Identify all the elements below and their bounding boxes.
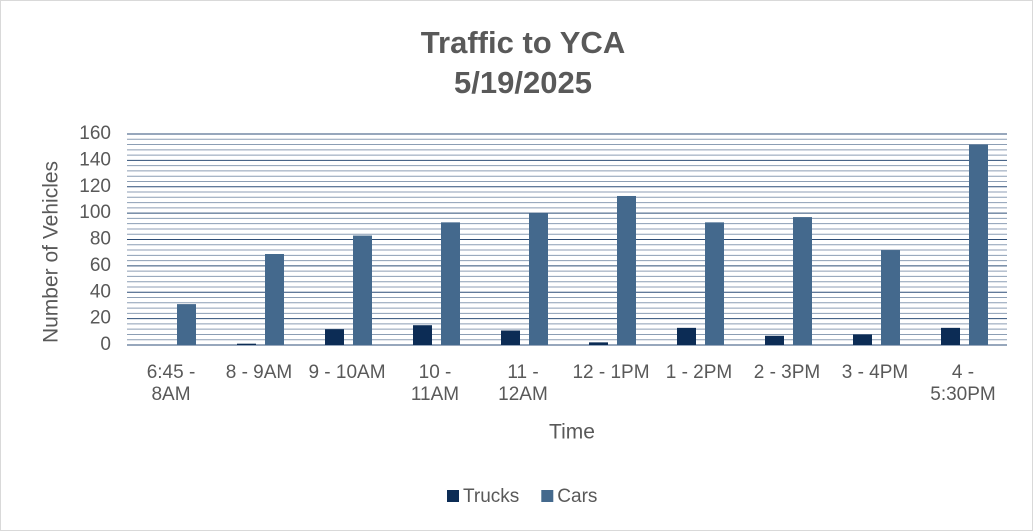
x-tick-label: 12 - 1PM: [572, 362, 650, 383]
bar: [617, 195, 636, 345]
bar: [353, 235, 372, 345]
bar: [765, 335, 784, 345]
x-tick-label: 1 - 2PM: [665, 362, 733, 383]
x-axis-label: Time: [549, 421, 595, 444]
chart-title: Traffic to YCA: [421, 25, 625, 60]
bar: [589, 342, 608, 345]
x-tick-label: 6:45 - 8AM: [146, 362, 196, 405]
bar: [441, 222, 460, 345]
bar: [677, 327, 696, 345]
chart-subtitle: 5/19/2025: [454, 65, 592, 100]
bar: [969, 144, 988, 345]
legend-swatch: [541, 490, 554, 502]
y-tick-label: 20: [90, 308, 111, 329]
bar: [941, 327, 960, 345]
x-tick-label: 4 - 5:30PM: [930, 362, 996, 405]
x-tick-label: 11 - 12AM: [498, 362, 548, 405]
x-tick-label: 2 - 3PM: [753, 362, 821, 383]
y-tick-label: 80: [90, 229, 111, 250]
legend-label: Trucks: [463, 486, 519, 507]
bar: [413, 325, 432, 345]
y-tick-label: 160: [79, 123, 111, 144]
bar: [501, 330, 520, 345]
x-tick-label: 9 - 10AM: [308, 362, 386, 383]
y-axis-label: Number of Vehicles: [40, 161, 63, 343]
bar: [793, 217, 812, 345]
bar: [265, 254, 284, 345]
bar: [529, 213, 548, 345]
bar: [237, 343, 256, 345]
legend-swatch: [447, 490, 459, 502]
y-tick-label: 140: [79, 149, 111, 170]
bar: [853, 334, 872, 345]
bar: [881, 250, 900, 345]
x-tick-label: 3 - 4PM: [841, 362, 909, 383]
bar: [705, 222, 724, 345]
y-tick-label: 60: [90, 255, 111, 276]
y-tick-label: 100: [79, 202, 111, 223]
bar: [325, 329, 344, 345]
x-tick-label: 10 - 11AM: [410, 362, 460, 405]
y-tick-label: 120: [79, 176, 111, 197]
y-tick-label: 0: [100, 334, 111, 355]
y-tick-label: 40: [90, 281, 111, 302]
bar: [177, 304, 196, 345]
x-tick-label: 8 - 9AM: [225, 362, 293, 383]
legend-label: Cars: [557, 486, 597, 507]
